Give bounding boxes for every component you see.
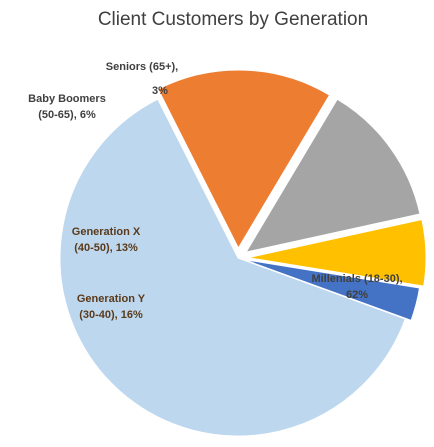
slice-labels: Millenials (18-30), 62% Generation Y (30-40…: [28, 61, 402, 321]
slice-label-4-line-1: Baby Boomers: [28, 93, 106, 105]
pie-slice-4: [247, 218, 427, 287]
chart-title: Client Customers by Generation: [98, 9, 368, 30]
slice-label-5-line-2: 3%: [152, 85, 168, 97]
pie-slice-3: [245, 98, 421, 253]
slice-label-3-line-2: (40-50), 13%: [74, 242, 138, 254]
pie-slices: [59, 69, 427, 437]
pie-slice-2: [157, 69, 331, 250]
slice-label-2-line-2: (30-40), 16%: [79, 309, 143, 321]
pie-slice-1: [59, 98, 406, 437]
slice-label-4-line-2: (50-65), 6%: [38, 109, 96, 121]
slice-label-5-line-1: Seniors (65+),: [106, 61, 178, 73]
pie-slice-5: [243, 259, 421, 322]
slice-label-1-line-2: 62%: [346, 289, 368, 301]
slice-label-3-line-1: Generation X: [72, 226, 141, 238]
slice-label-2-line-1: Generation Y: [77, 293, 146, 305]
slice-label-1-line-1: Millenials (18-30),: [311, 273, 402, 285]
